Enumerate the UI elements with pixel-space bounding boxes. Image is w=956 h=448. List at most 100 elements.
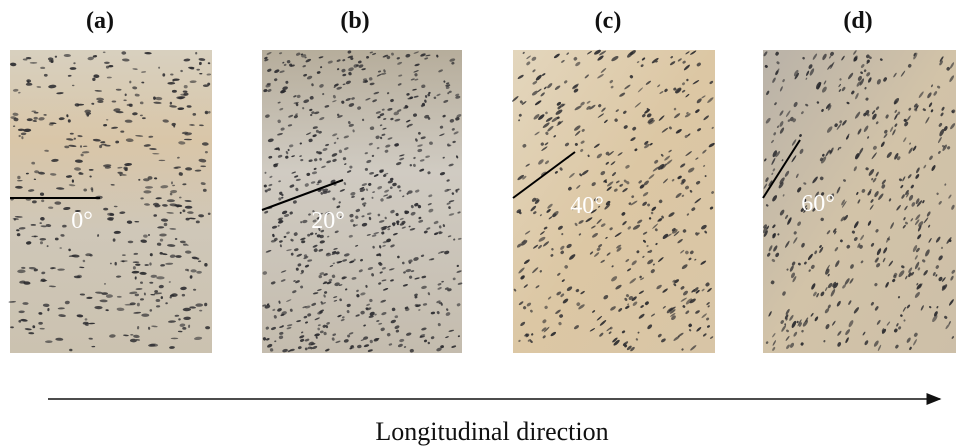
speck [770, 280, 775, 285]
speck [948, 299, 954, 306]
speck [686, 213, 690, 216]
speck [830, 51, 834, 56]
speck [48, 84, 57, 89]
speck [447, 288, 452, 292]
speck [347, 121, 351, 125]
speck [596, 315, 603, 321]
speck [155, 298, 161, 303]
speck [111, 126, 118, 129]
sample-panel: 60°(d) [762, 8, 956, 353]
speck [162, 119, 169, 123]
speck [331, 153, 338, 157]
speck [131, 270, 140, 274]
speck [379, 124, 383, 127]
speck [159, 251, 163, 255]
speck [793, 101, 798, 108]
speck [906, 304, 911, 309]
speck [853, 237, 858, 241]
speck [581, 128, 585, 132]
speck [521, 240, 528, 246]
speck [923, 270, 928, 276]
angle-label: 40° [570, 193, 604, 219]
speck [414, 73, 418, 77]
speck [309, 232, 314, 236]
speck [448, 329, 455, 332]
speck [408, 275, 413, 279]
speck [830, 288, 836, 297]
speck [319, 151, 323, 155]
speck [58, 314, 66, 318]
speck [336, 260, 342, 263]
speck [264, 58, 269, 62]
speck [857, 243, 861, 248]
speck [941, 106, 945, 111]
speck [267, 68, 272, 72]
speck [857, 199, 861, 204]
speck [938, 276, 943, 282]
speck [337, 115, 343, 118]
speck [26, 79, 32, 83]
speck [363, 344, 370, 348]
speck [707, 287, 712, 293]
panel-label: (a) [86, 8, 114, 34]
speck [611, 265, 614, 268]
speck [174, 314, 180, 317]
speck [83, 188, 87, 192]
speck [421, 275, 427, 279]
speck [56, 187, 65, 190]
speck [143, 144, 151, 147]
speck [666, 159, 673, 165]
speck [621, 212, 626, 216]
speck [293, 95, 297, 98]
speck [888, 260, 894, 267]
speck [87, 56, 94, 61]
speck [661, 338, 666, 343]
speck [40, 216, 45, 221]
speck [69, 348, 73, 352]
speck [123, 99, 127, 102]
speck [779, 209, 785, 216]
speck [398, 74, 403, 77]
speck [104, 166, 112, 169]
speck [410, 211, 416, 216]
speck [427, 93, 431, 97]
speck [165, 262, 174, 265]
speck [413, 113, 417, 117]
speck [606, 327, 612, 332]
speck [31, 110, 36, 113]
speck [670, 56, 674, 59]
speck [849, 278, 854, 284]
specks [512, 49, 715, 352]
speck [283, 63, 287, 66]
speck [414, 277, 420, 280]
speck [916, 283, 922, 290]
speck [321, 165, 326, 169]
speck [856, 81, 861, 87]
speck [903, 217, 906, 221]
speck [415, 304, 421, 308]
speck [822, 86, 827, 93]
speck [280, 270, 287, 273]
speck [190, 269, 197, 273]
speck [764, 64, 768, 68]
speck [664, 88, 668, 93]
speck [661, 215, 664, 219]
speck [16, 229, 20, 232]
speck [708, 142, 715, 148]
speck [140, 239, 147, 243]
speck [310, 346, 313, 350]
speck [627, 303, 630, 306]
speck [364, 167, 368, 171]
speck [25, 172, 29, 175]
speck [140, 281, 143, 284]
speck [422, 303, 428, 306]
speck [274, 340, 277, 343]
speck [909, 142, 912, 145]
speck [781, 159, 784, 162]
speck [913, 52, 918, 60]
speck [902, 306, 906, 312]
speck [335, 340, 341, 344]
speck [580, 149, 584, 152]
speck [189, 124, 195, 126]
speck [875, 229, 879, 233]
